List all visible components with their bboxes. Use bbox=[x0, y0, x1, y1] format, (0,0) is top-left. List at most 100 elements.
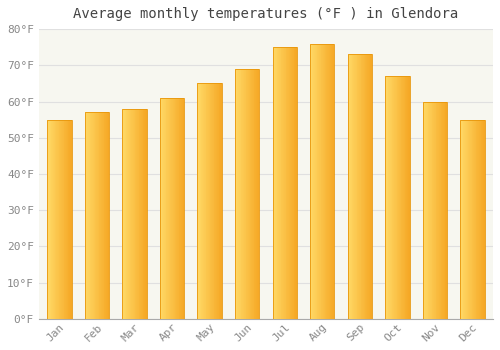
Bar bbox=[356, 54, 358, 319]
Bar bbox=[198, 83, 199, 319]
Bar bbox=[283, 47, 284, 319]
Bar bbox=[218, 83, 220, 319]
Bar bbox=[254, 69, 256, 319]
Bar bbox=[53, 120, 54, 319]
Bar bbox=[249, 69, 250, 319]
Bar bbox=[479, 120, 480, 319]
Bar bbox=[320, 43, 322, 319]
Bar bbox=[122, 109, 123, 319]
Bar bbox=[292, 47, 293, 319]
Bar bbox=[207, 83, 208, 319]
Bar bbox=[367, 54, 368, 319]
Bar bbox=[392, 76, 394, 319]
Bar bbox=[54, 120, 56, 319]
Bar bbox=[142, 109, 144, 319]
Bar bbox=[471, 120, 472, 319]
Bar bbox=[473, 120, 474, 319]
Bar bbox=[198, 83, 222, 319]
Bar bbox=[176, 98, 177, 319]
Bar bbox=[468, 120, 469, 319]
Bar bbox=[60, 120, 61, 319]
Bar bbox=[327, 43, 328, 319]
Bar bbox=[217, 83, 218, 319]
Bar bbox=[89, 112, 90, 319]
Bar bbox=[236, 69, 238, 319]
Bar bbox=[385, 76, 386, 319]
Bar bbox=[282, 47, 283, 319]
Bar bbox=[288, 47, 289, 319]
Bar bbox=[422, 102, 424, 319]
Bar bbox=[470, 120, 471, 319]
Bar bbox=[243, 69, 244, 319]
Bar bbox=[208, 83, 209, 319]
Bar bbox=[314, 43, 315, 319]
Bar bbox=[122, 109, 146, 319]
Bar bbox=[174, 98, 176, 319]
Bar bbox=[130, 109, 132, 319]
Bar bbox=[287, 47, 288, 319]
Bar bbox=[85, 112, 109, 319]
Bar bbox=[88, 112, 89, 319]
Bar bbox=[310, 43, 334, 319]
Bar bbox=[61, 120, 62, 319]
Bar bbox=[440, 102, 442, 319]
Bar bbox=[166, 98, 167, 319]
Bar bbox=[438, 102, 439, 319]
Bar bbox=[145, 109, 146, 319]
Bar bbox=[466, 120, 468, 319]
Bar bbox=[435, 102, 436, 319]
Bar bbox=[125, 109, 126, 319]
Bar bbox=[100, 112, 101, 319]
Bar bbox=[172, 98, 173, 319]
Bar bbox=[93, 112, 94, 319]
Bar bbox=[160, 98, 184, 319]
Bar bbox=[431, 102, 432, 319]
Bar bbox=[350, 54, 351, 319]
Bar bbox=[134, 109, 136, 319]
Bar bbox=[244, 69, 246, 319]
Bar bbox=[92, 112, 93, 319]
Bar bbox=[256, 69, 257, 319]
Bar bbox=[85, 112, 86, 319]
Bar bbox=[388, 76, 389, 319]
Bar bbox=[432, 102, 433, 319]
Bar bbox=[326, 43, 327, 319]
Bar bbox=[220, 83, 221, 319]
Bar bbox=[182, 98, 184, 319]
Bar bbox=[465, 120, 466, 319]
Bar bbox=[478, 120, 479, 319]
Bar bbox=[366, 54, 367, 319]
Bar bbox=[460, 120, 461, 319]
Bar bbox=[127, 109, 128, 319]
Bar bbox=[290, 47, 291, 319]
Bar bbox=[464, 120, 465, 319]
Bar bbox=[239, 69, 240, 319]
Bar bbox=[202, 83, 203, 319]
Bar bbox=[129, 109, 130, 319]
Bar bbox=[168, 98, 169, 319]
Bar bbox=[444, 102, 446, 319]
Bar bbox=[289, 47, 290, 319]
Bar bbox=[258, 69, 260, 319]
Bar bbox=[56, 120, 57, 319]
Bar bbox=[247, 69, 248, 319]
Bar bbox=[474, 120, 475, 319]
Bar bbox=[275, 47, 276, 319]
Bar bbox=[221, 83, 222, 319]
Bar bbox=[140, 109, 141, 319]
Bar bbox=[434, 102, 435, 319]
Bar bbox=[355, 54, 356, 319]
Bar bbox=[87, 112, 88, 319]
Bar bbox=[291, 47, 292, 319]
Bar bbox=[210, 83, 211, 319]
Bar bbox=[94, 112, 96, 319]
Bar bbox=[312, 43, 314, 319]
Bar bbox=[126, 109, 127, 319]
Bar bbox=[429, 102, 430, 319]
Bar bbox=[368, 54, 370, 319]
Bar bbox=[480, 120, 482, 319]
Bar bbox=[472, 120, 473, 319]
Bar bbox=[164, 98, 165, 319]
Bar bbox=[108, 112, 109, 319]
Bar bbox=[398, 76, 399, 319]
